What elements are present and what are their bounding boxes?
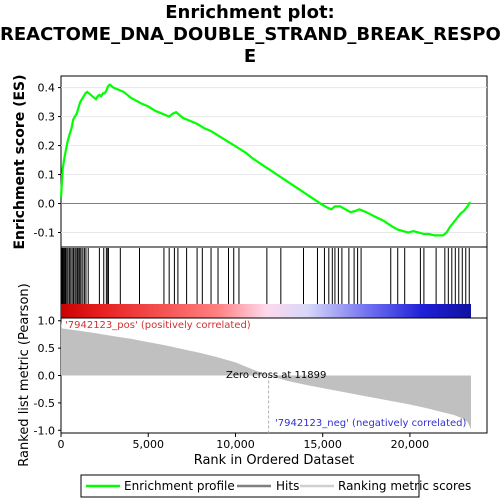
metric-x-tick-label: 15,000 [303,438,342,451]
es-y-axis-label: Enrichment score (ES) [12,74,28,249]
title-line-3: E [243,46,257,67]
metric-y-tick-label: 0.0 [38,370,56,383]
metric-x-tick-label: 10,000 [216,438,255,451]
es-y-ticks: -0.1 0.0 0.1 0.2 0.3 0.4 [34,82,61,240]
es-y-tick-label: 0.1 [38,169,56,182]
metric-y-tick-label: 0.5 [38,342,56,355]
zero-cross-label: Zero cross at 11899 [226,370,326,381]
metric-y-tick-label: -0.5 [34,397,55,410]
es-y-tick-label: 0.2 [38,140,56,153]
negative-correlation-label: '7942123_neg' (negatively correlated) [275,418,466,429]
metric-y-axis-label: Ranked list metric (Pearson) [17,283,32,466]
es-y-tick-label: -0.1 [34,227,55,240]
legend-profile-label: Enrichment profile [124,479,235,493]
metric-x-axis-label: Rank in Ordered Dataset [194,453,355,468]
metric-x-ticks: 0 5,000 10,000 15,000 20,000 [58,433,430,451]
legend: Enrichment profile Hits Ranking metric s… [80,474,471,498]
es-y-tick-label: 0.3 [38,111,56,124]
positive-correlation-label: '7942123_pos' (positively correlated) [65,320,251,331]
rank-color-bar [61,304,471,318]
legend-metric-label: Ranking metric scores [338,479,471,493]
metric-y-ticks: -1.0 -0.5 0.0 0.5 1.0 [34,315,61,437]
title-line-2: REACTOME_DNA_DOUBLE_STRAND_BREAK_RESPONS [0,24,500,45]
metric-x-tick-label: 0 [58,438,65,451]
metric-x-tick-label: 20,000 [391,438,430,451]
es-plot-frame [60,75,488,248]
hits-bars [60,248,470,304]
title-line-1: Enrichment plot: [165,2,335,23]
legend-hits-label: Hits [276,479,299,493]
metric-y-tick-label: 1.0 [38,315,56,328]
es-y-tick-label: 0.4 [38,82,56,95]
ranking-metric-area [61,321,471,430]
es-y-tick-label: 0.0 [38,198,56,211]
chart-title: Enrichment plot: REACTOME_DNA_DOUBLE_STR… [0,2,500,68]
metric-x-tick-label: 5,000 [132,438,164,451]
enrichment-profile-line [59,83,472,237]
metric-y-tick-label: -1.0 [34,424,55,437]
